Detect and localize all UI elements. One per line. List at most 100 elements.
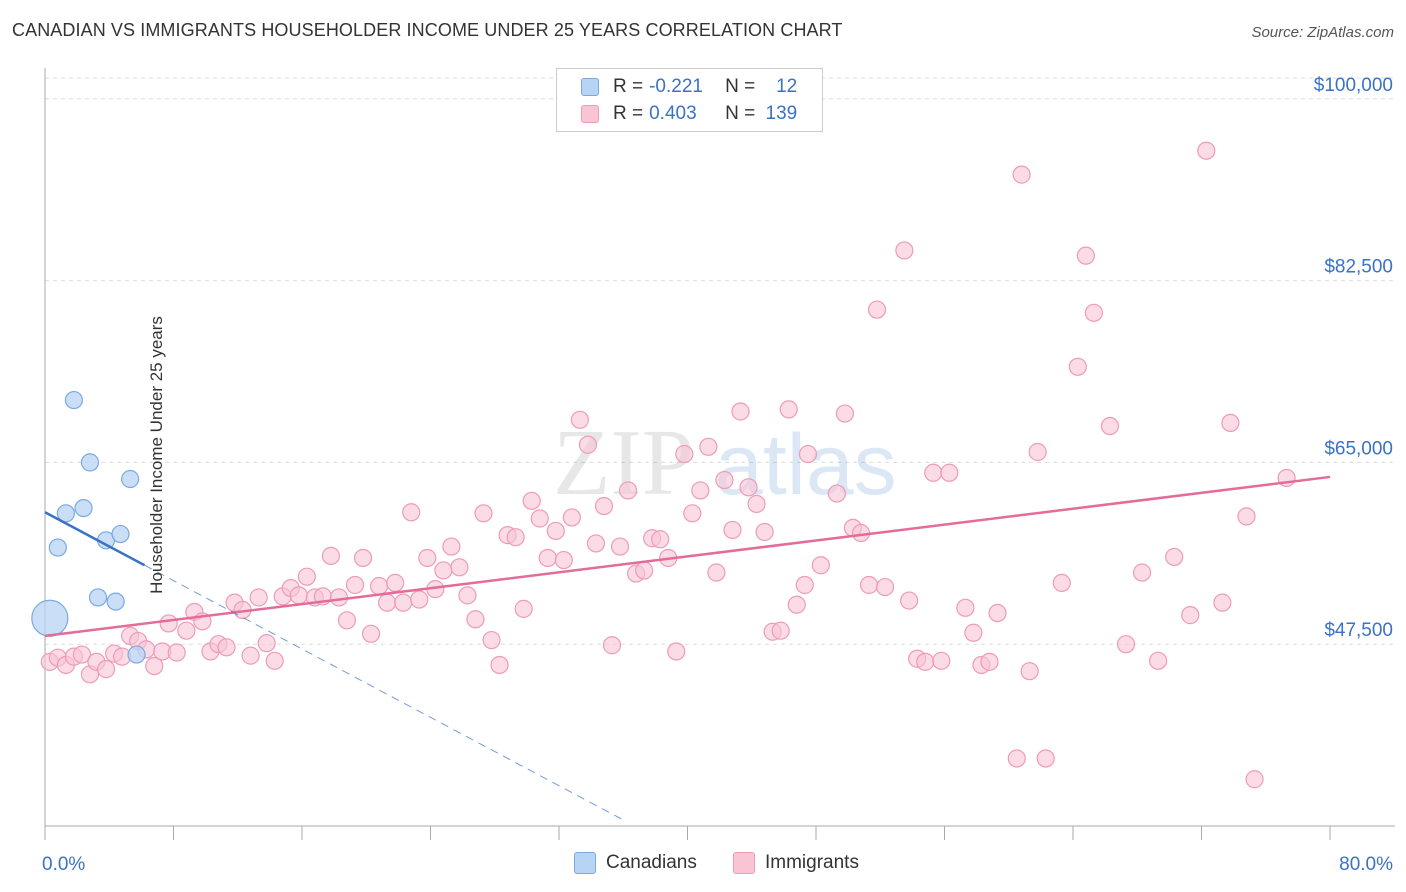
immigrants-point: [578, 435, 598, 454]
immigrants-point: [771, 621, 790, 640]
immigrants-point: [916, 652, 935, 671]
immigrants-point: [450, 558, 469, 577]
immigrants-point: [353, 548, 373, 568]
y-tick-label: $100,000: [1314, 75, 1393, 96]
immigrants-point: [530, 509, 549, 528]
immigrants-point: [289, 586, 308, 605]
immigrants-point: [723, 520, 742, 540]
immigrants-point: [337, 611, 357, 630]
immigrants-point: [1165, 547, 1184, 567]
immigrants-point: [1245, 770, 1264, 789]
immigrants-point: [145, 656, 164, 676]
immigrants-point: [458, 586, 477, 605]
immigrants-point: [867, 300, 887, 319]
canadians-swatch: [581, 78, 599, 96]
canadians-point: [80, 453, 100, 472]
immigrants-point: [159, 614, 178, 633]
immigrants-point: [1007, 749, 1026, 768]
immigrants-swatch: [581, 105, 599, 123]
immigrants-point: [667, 642, 686, 661]
immigrants-point: [895, 241, 914, 260]
immigrants-point: [1084, 303, 1103, 322]
immigrants-point: [418, 548, 437, 568]
immigrants-point: [755, 522, 774, 542]
immigrants-point: [1197, 141, 1216, 160]
immigrants-point: [594, 496, 614, 516]
immigrants-point: [514, 599, 533, 618]
immigrants-point: [932, 651, 951, 670]
bottom-legend-canadians: Canadians: [574, 852, 697, 874]
immigrants-point: [482, 630, 501, 650]
immigrants-point: [442, 537, 461, 556]
immigrants-point: [956, 598, 975, 617]
immigrants-point: [378, 593, 397, 612]
immigrants-point: [217, 638, 236, 657]
immigrants-point: [1012, 165, 1031, 184]
immigrants-point: [257, 634, 276, 653]
immigrants-point: [72, 645, 92, 664]
immigrants-point: [787, 595, 806, 614]
immigrants-point: [522, 491, 541, 510]
immigrants-point: [988, 603, 1007, 623]
canadians-points: [31, 390, 146, 664]
correlation-legend: R = -0.221 N = 12 R = 0.403 N = 139: [556, 68, 823, 132]
grid-lines: [45, 77, 1395, 645]
immigrants-point: [683, 504, 702, 523]
immigrants-point: [562, 508, 581, 527]
immigrants-point: [1116, 635, 1136, 654]
legend-r-label: R =: [613, 103, 644, 124]
immigrants-point: [361, 624, 381, 643]
immigrants-point: [1221, 413, 1240, 433]
canadians-trend-line: [44, 511, 146, 567]
watermark-atlas: atlas: [715, 417, 897, 513]
canadians-point: [106, 592, 125, 611]
immigrants-point: [177, 621, 196, 640]
bottom-legend-immigrants: Immigrants: [733, 852, 859, 874]
immigrants-point: [554, 550, 573, 570]
immigrants-point: [1020, 662, 1039, 681]
chart-title: CANADIAN VS IMMIGRANTS HOUSEHOLDER INCOM…: [12, 20, 843, 40]
immigrants-point: [345, 575, 365, 595]
immigrants-point: [795, 575, 814, 595]
immigrants-point: [466, 610, 485, 629]
x-tick-label: 80.0%: [1339, 854, 1393, 875]
immigrants-point: [811, 556, 830, 575]
immigrants-point: [241, 646, 260, 665]
immigrants-point: [635, 561, 654, 580]
bottom-legend-immigrants-label: Immigrants: [765, 852, 859, 873]
canadians-point: [127, 645, 146, 664]
immigrants-point: [249, 588, 268, 607]
y-axis-title: Householder Income Under 25 years: [146, 316, 166, 594]
immigrants-point: [924, 463, 943, 482]
immigrants-trend-line: [44, 475, 1331, 638]
immigrants-point: [410, 590, 429, 609]
immigrants-point: [586, 534, 606, 553]
immigrants-point: [386, 573, 405, 593]
y-tick-label: $65,000: [1324, 438, 1393, 459]
immigrants-point: [321, 546, 341, 565]
immigrants-point: [964, 623, 983, 642]
immigrants-point: [675, 444, 694, 464]
immigrants-point: [651, 530, 670, 549]
immigrants-point: [859, 575, 879, 595]
immigrants-point: [1052, 573, 1071, 593]
immigrants-point: [940, 463, 959, 482]
immigrants-point: [570, 410, 589, 429]
immigrants-point: [1100, 416, 1120, 436]
immigrants-point: [739, 478, 758, 497]
immigrants-point: [827, 484, 846, 503]
immigrants-point: [1036, 749, 1055, 768]
immigrants-point: [167, 643, 186, 662]
canadians-point: [121, 469, 140, 489]
bottom-legend-canadians-label: Canadians: [606, 852, 697, 873]
legend-r-value: 0.403: [649, 103, 697, 124]
immigrants-point: [1181, 606, 1200, 625]
immigrants-point: [1237, 507, 1256, 526]
immigrants-point: [900, 591, 919, 610]
immigrants-point: [731, 402, 750, 421]
legend-n-value: 139: [765, 103, 798, 124]
immigrants-point: [699, 437, 718, 456]
canadians-trend-extension: [144, 564, 624, 821]
immigrants-point: [707, 563, 726, 582]
immigrants-point: [798, 444, 818, 464]
